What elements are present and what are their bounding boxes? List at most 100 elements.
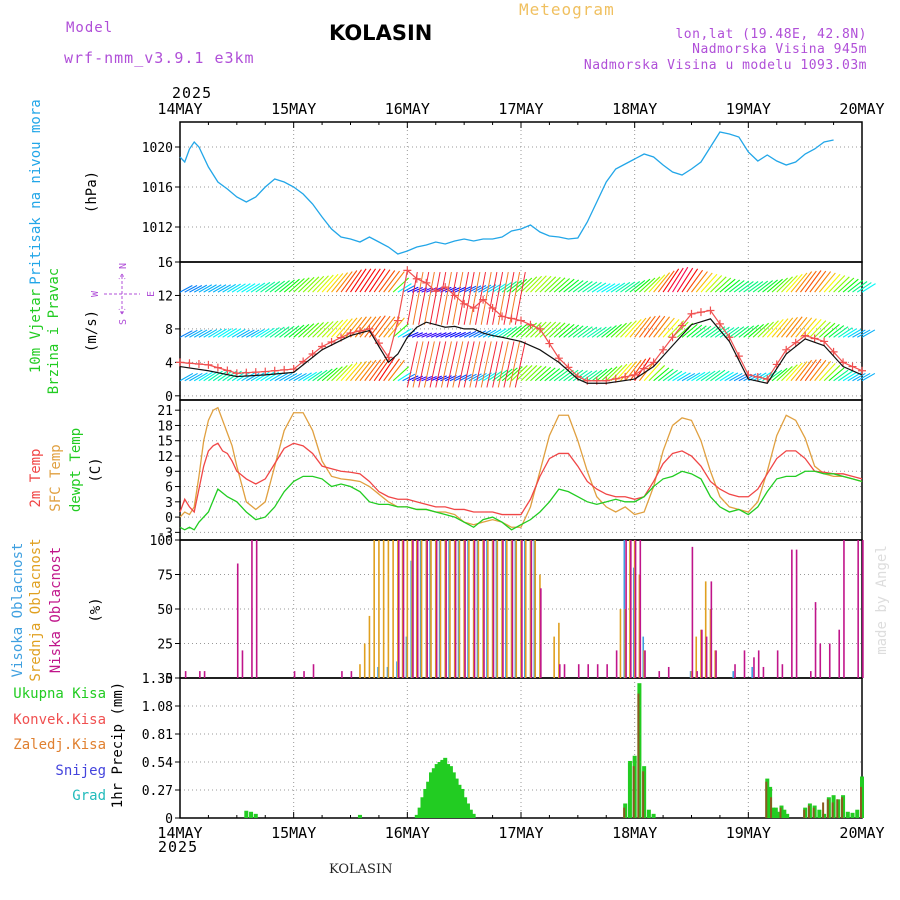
- gust-marker: [270, 366, 279, 375]
- wind-barb-level_2: [601, 366, 618, 382]
- temp-unit: (C): [88, 457, 104, 482]
- precip-bar-conv: [642, 771, 645, 818]
- station-title: KOLASIN: [329, 21, 433, 45]
- wind-barb-level_7: [198, 329, 213, 338]
- x-label-top: 18MAY: [612, 100, 657, 118]
- wind-barb-level_2: [255, 371, 270, 382]
- wind-barb-level_2: [643, 362, 661, 382]
- wind-barb-level_12: [269, 280, 286, 293]
- wind-barb-level_2: [482, 371, 497, 382]
- wind-barb-level_2: [799, 359, 817, 382]
- precip-bar-total: [770, 807, 775, 818]
- wind-barb-level_12: [383, 270, 401, 293]
- wind-barb-level_7: [525, 322, 542, 338]
- wind-barb-level_12: [586, 281, 602, 293]
- wind-barb-level_7: [279, 325, 295, 338]
- cloud-label-high: Visoka Oblacnost: [10, 543, 26, 678]
- wind-barb-level_12: [558, 278, 575, 293]
- wind-barb-level_12: [326, 273, 344, 293]
- wind-barb-level_12: [264, 281, 281, 293]
- precip-bar-conv: [812, 807, 815, 818]
- wind-barb-level_12: [776, 276, 793, 293]
- wind-barb-level_7: [809, 320, 827, 338]
- wind-barb-level_12: [738, 281, 754, 293]
- wind-barb-storm: [429, 341, 441, 388]
- gust-marker: [554, 354, 563, 363]
- wind-barb-level_7: [738, 325, 755, 338]
- wind-barb-level_2: [695, 371, 711, 382]
- wind-barb-level_7: [610, 322, 627, 338]
- wind-barb-level_7: [392, 323, 409, 338]
- wind-barb-storm: [463, 271, 475, 325]
- wind-barb-level_12: [302, 276, 320, 293]
- y-tick-label-temperature: 18: [157, 419, 173, 434]
- wind-barb-level_7: [686, 324, 703, 338]
- model-name: wrf-nmm_v3.9.1 e3km: [64, 49, 255, 67]
- precip-bar-conv: [632, 766, 635, 818]
- wind-barb-level_2: [838, 370, 853, 382]
- wind-barb-level_7: [828, 325, 845, 338]
- wind-barb-level_7: [454, 331, 466, 338]
- gust-marker: [630, 370, 639, 379]
- wind-barb-storm: [412, 271, 424, 325]
- wind-barb-level_12: [582, 281, 598, 293]
- wind-barb-level_7: [189, 329, 203, 338]
- precip-bar-total: [249, 811, 254, 818]
- wind-barb-level_2: [790, 361, 808, 382]
- gust-marker: [535, 324, 544, 333]
- wind-barb-level_2: [179, 372, 194, 382]
- gust-marker: [403, 266, 412, 275]
- wind-barb-level_2: [856, 372, 871, 382]
- wind-barb-level_2: [833, 369, 849, 382]
- wind-barb-level_7: [729, 326, 745, 338]
- gust-marker: [488, 304, 497, 312]
- wind-barb-level_7: [586, 327, 602, 338]
- wind-barb-level_2: [700, 370, 716, 382]
- wind-barb-level_2: [544, 368, 561, 382]
- wind-barb-storm: [492, 271, 504, 325]
- wind-barb-level_7: [733, 325, 750, 338]
- y-tick-label-wind: 4: [165, 356, 173, 371]
- wind-barb-level_12: [373, 269, 391, 293]
- wind-barb-level_7: [544, 322, 561, 338]
- wind-barb-level_12: [648, 274, 666, 293]
- wind-barb-level_7: [440, 332, 452, 338]
- wind-barb-level_2: [549, 368, 565, 382]
- precip-bar-conv: [623, 807, 626, 818]
- wind-barb-storm: [423, 271, 435, 325]
- wind-barb-level_2: [539, 367, 556, 382]
- precip-bar-total: [423, 788, 428, 818]
- wind-barb-level_7: [307, 322, 324, 338]
- gust-marker: [621, 372, 630, 381]
- wind-barb-level_2: [842, 371, 857, 382]
- wind-barb-level_12: [212, 284, 227, 293]
- cloud-label-low: Niska Oblacnost: [48, 547, 64, 673]
- wind-barb-level_12: [856, 282, 872, 293]
- wind-barb-level_2: [785, 362, 803, 382]
- wind-barb-level_12: [691, 271, 708, 293]
- wind-barb-level_2: [629, 358, 647, 382]
- wind-barb-level_2: [515, 365, 533, 382]
- wind-barb-level_7: [643, 315, 661, 338]
- wind-barb-storm: [412, 341, 424, 388]
- precip-bar-total: [451, 772, 456, 818]
- gust-marker: [801, 331, 810, 340]
- y-tick-label-pressure: 1020: [142, 141, 173, 156]
- wind-barb-level_12: [752, 280, 769, 293]
- wind-barb-level_2: [293, 372, 307, 382]
- wind-barb-level_12: [719, 278, 736, 293]
- gust-marker: [715, 319, 724, 328]
- credit-text: made by Angel: [874, 545, 890, 655]
- wind-barb-level_2: [298, 372, 312, 382]
- wind-barb-level_2: [354, 360, 372, 382]
- wind-barb-level_12: [577, 281, 593, 293]
- y-tick-label-temperature: 0: [165, 511, 173, 526]
- wind-barb-level_12: [686, 269, 704, 293]
- wind-barb-level_7: [511, 323, 528, 338]
- footer-station: KOLASIN: [329, 862, 393, 877]
- wind-barb-level_12: [653, 272, 671, 293]
- wind-barb-level_2: [260, 371, 275, 382]
- precip-bar-total: [434, 764, 439, 818]
- wind-barb-level_7: [203, 329, 218, 338]
- wind-barb-storm: [457, 341, 469, 388]
